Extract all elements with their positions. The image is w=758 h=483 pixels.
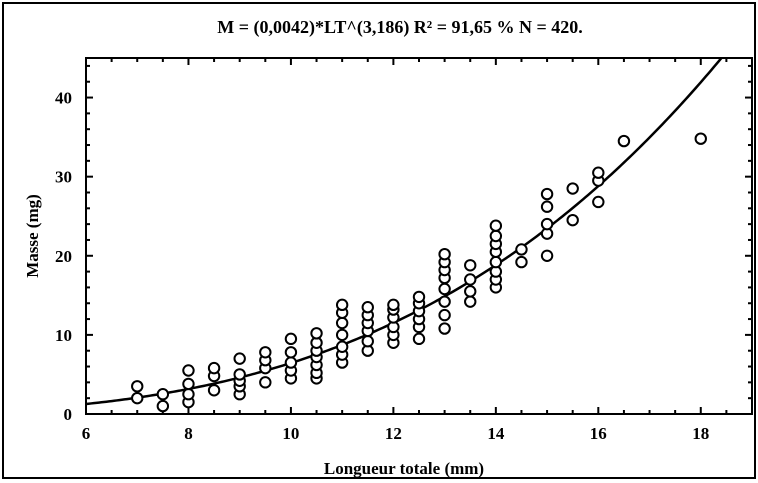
data-point [464, 259, 477, 272]
data-point [438, 247, 451, 261]
data-point [540, 217, 554, 231]
data-point [540, 200, 554, 213]
data-point [412, 332, 426, 346]
data-points [131, 132, 707, 413]
x-tick-label: 8 [184, 424, 193, 443]
x-tick-label: 14 [487, 424, 505, 443]
data-point [566, 182, 579, 195]
data-point [259, 376, 272, 389]
data-point [540, 249, 554, 262]
data-point [464, 285, 477, 298]
data-point [617, 134, 631, 148]
y-tick-label: 20 [55, 247, 72, 266]
data-point [156, 399, 170, 413]
y-tick-label: 40 [55, 89, 72, 108]
data-point [515, 255, 528, 269]
data-point [233, 368, 246, 381]
data-point [182, 364, 195, 377]
data-point [207, 361, 221, 375]
data-point [259, 346, 272, 359]
data-point [438, 282, 451, 296]
data-point [335, 316, 349, 330]
data-point [489, 219, 503, 232]
y-axis-label: Masse (mg) [23, 194, 42, 278]
data-point [284, 332, 298, 346]
data-point [694, 132, 707, 145]
data-point [361, 335, 374, 348]
x-tick-labels: 6 8 10 12 14 16 18 [82, 424, 710, 443]
data-point [207, 384, 221, 397]
data-point [182, 377, 195, 391]
data-point [412, 290, 426, 304]
y-tick-labels: 0 10 20 30 40 [55, 89, 72, 424]
axis-ticks [85, 58, 753, 415]
data-point [489, 255, 503, 269]
data-point [335, 298, 349, 312]
x-tick-label: 6 [82, 424, 91, 443]
data-point [361, 301, 374, 314]
x-axis-label: Longueur totale (mm) [324, 459, 484, 478]
data-point [464, 295, 477, 308]
data-point [438, 322, 451, 335]
data-point [131, 391, 144, 405]
data-point [566, 213, 579, 227]
data-point [592, 166, 605, 179]
data-point [233, 352, 246, 365]
data-point [310, 327, 323, 340]
fit-curve [85, 57, 723, 406]
data-point [438, 295, 451, 308]
plot-area [85, 57, 753, 415]
y-tick-label: 0 [64, 405, 73, 424]
x-tick-label: 18 [692, 424, 709, 443]
y-tick-label: 30 [55, 168, 72, 187]
y-tick-label: 10 [55, 326, 72, 345]
data-point [464, 273, 477, 286]
data-point [156, 388, 170, 401]
data-point [592, 195, 605, 209]
data-point [284, 346, 298, 359]
data-point [489, 229, 503, 243]
x-tick-label: 12 [385, 424, 402, 443]
data-point [335, 328, 349, 342]
data-point [387, 298, 400, 312]
data-point [438, 308, 451, 322]
data-point [131, 380, 144, 393]
chart-title: M = (0,0042)*LT^(3,186) R² = 91,65 % N =… [217, 17, 582, 38]
x-tick-label: 10 [282, 424, 299, 443]
data-point [540, 187, 554, 201]
data-point [515, 243, 528, 256]
data-point [335, 340, 349, 353]
data-point [284, 356, 298, 369]
data-point [182, 388, 195, 401]
x-tick-label: 16 [590, 424, 607, 443]
